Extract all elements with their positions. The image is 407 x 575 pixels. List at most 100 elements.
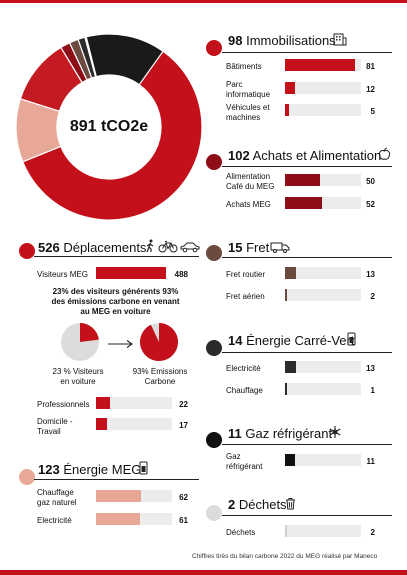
energie-meg-row-label: Chauffage gaz naturel [37, 488, 77, 507]
pie-left-slice [80, 323, 99, 342]
achats-row-value: 50 [366, 177, 375, 186]
dechets-row-value: 2 [370, 528, 375, 537]
fret-title: 15 Fret [228, 240, 270, 255]
energie-cv-row-value: 1 [370, 386, 375, 395]
truck-icon [270, 242, 290, 253]
gaz-row-label: Gaz réfrigérant [226, 452, 263, 471]
top-accent-bar [0, 0, 407, 3]
achats-color-dot [206, 154, 222, 170]
bicycle-icon [158, 241, 178, 253]
achats-title: 102 Achats et Alimentation [228, 148, 382, 163]
energie-cv-bar [285, 383, 287, 395]
dechets-color-dot [206, 505, 222, 521]
gaz-title: 11 Gaz réfrigérant [228, 426, 333, 441]
depl-bar [96, 418, 107, 430]
pie-left-caption: 23 % Visiteurs en voiture [52, 367, 104, 386]
energie-meg-row-value: 62 [179, 493, 188, 502]
footer-source-note: Chiffres tirés du bilan carbone 2022 du … [192, 553, 378, 560]
energie-cv-title: 14 Énergie Carré-Vert [228, 333, 355, 348]
energie-meg-bar [96, 513, 141, 525]
energie-cv-bar [285, 361, 297, 373]
energie-meg-bar-track [96, 513, 172, 525]
dechets-underline [222, 515, 392, 516]
achats-bar-track [285, 197, 361, 209]
immo-row-value: 81 [366, 62, 375, 71]
gaz-bar [285, 454, 295, 466]
phone-icon [347, 332, 356, 346]
immobilisations-color-dot [206, 40, 222, 56]
fret-row-value: 2 [370, 292, 375, 301]
energie-cv-bar-track [285, 383, 361, 395]
energie-meg-color-dot [19, 469, 35, 485]
depl-row-value: 17 [179, 421, 188, 430]
dechets-bar-track [285, 525, 361, 537]
achats-bar [285, 174, 321, 186]
immo-row-value: 12 [366, 85, 375, 94]
immo-row-label: Parc informatique [226, 80, 271, 99]
depl-bar-track [96, 418, 172, 430]
apple-icon [378, 147, 391, 160]
car-icon [180, 242, 200, 253]
energie-cv-row-label: Electricité [226, 364, 261, 373]
donut-slice-8 [85, 33, 164, 86]
immo-bar-track [285, 59, 361, 71]
fret-underline [222, 257, 392, 258]
phone-icon [139, 461, 148, 475]
depl-row-label: Visiteurs MEG [37, 270, 88, 279]
achats-row-label: Alimentation Café du MEG [226, 172, 275, 191]
energie-meg-row-label: Electricité [37, 516, 72, 525]
immo-bar [285, 82, 296, 94]
energie-cv-bar-track [285, 361, 361, 373]
pie-right-caption: 93% Emissions Carbone [132, 367, 188, 386]
dechets-row-label: Déchets [226, 528, 256, 537]
fret-bar-track [285, 289, 361, 301]
pie-right-slice [140, 323, 178, 361]
depl-row-label: Professionnels [37, 400, 90, 409]
immo-row-value: 5 [370, 107, 375, 116]
energie-cv-underline [222, 352, 392, 353]
energie-meg-bar-track [96, 490, 172, 502]
immobilisations-title: 98 Immobilisations [228, 33, 336, 48]
achats-row-label: Achats MEG [226, 200, 271, 209]
achats-bar [285, 197, 322, 209]
energie-cv-color-dot [206, 340, 222, 356]
depl-bar [96, 397, 110, 409]
immo-bar [285, 104, 290, 116]
immo-bar-track [285, 104, 361, 116]
energie-meg-bar [96, 490, 141, 502]
fret-row-label: Fret aérien [226, 292, 265, 301]
donut-total-label: 891 tCO2e [69, 118, 149, 135]
immo-bar-track [285, 82, 361, 94]
snowflake-icon [329, 426, 341, 438]
immo-row-label: Bâtiments [226, 62, 262, 71]
fret-bar-track [285, 267, 361, 279]
energie-meg-underline [34, 479, 199, 480]
fret-bar [285, 267, 297, 279]
deplacements-underline [34, 256, 199, 257]
depl-row-label: Domicile - Travail [37, 417, 73, 436]
gaz-bar-track [285, 454, 361, 466]
depl-row-value: 488 [174, 270, 188, 279]
gaz-color-dot [206, 432, 222, 448]
emissions-car-pie [140, 323, 178, 361]
gaz-row-value: 11 [366, 457, 375, 466]
immo-bar [285, 59, 355, 71]
depl-bar [96, 267, 166, 279]
depl-note: 23% des visiteurs générents 93% des émis… [51, 287, 180, 316]
energie-cv-row-label: Chauffage [226, 386, 263, 395]
bottom-accent-bar [0, 570, 407, 575]
total-donut-chart [15, 33, 203, 221]
dechets-bar [285, 525, 287, 537]
arrow-right-icon [108, 340, 133, 348]
fret-bar [285, 289, 287, 301]
building-icon [333, 33, 347, 46]
achats-row-value: 52 [366, 200, 375, 209]
achats-underline [222, 166, 392, 167]
energie-meg-row-value: 61 [179, 516, 188, 525]
fret-color-dot [206, 245, 222, 261]
walking-person-icon [146, 239, 154, 253]
depl-row-value: 22 [179, 400, 188, 409]
dechets-title: 2 Déchets [228, 497, 287, 512]
fret-row-label: Fret routier [226, 270, 266, 279]
visitors-car-pie [61, 323, 99, 361]
